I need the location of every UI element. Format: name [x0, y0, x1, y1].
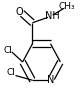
Text: Cl: Cl	[4, 46, 13, 55]
Text: Cl: Cl	[7, 68, 16, 77]
Text: NH: NH	[45, 11, 59, 20]
Text: CH₃: CH₃	[59, 2, 75, 11]
Text: N: N	[47, 75, 54, 85]
Text: O: O	[15, 7, 23, 17]
